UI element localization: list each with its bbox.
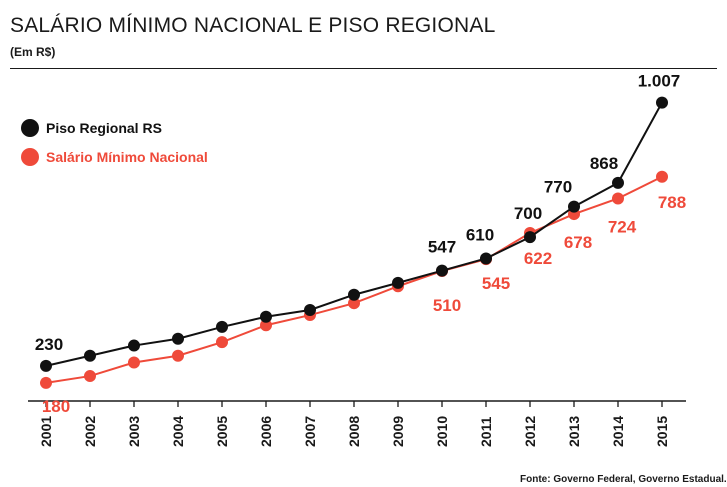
x-tick-label-2005: 2005 <box>214 416 230 447</box>
piso-label-2014: 868 <box>590 154 618 173</box>
salario-label-2010: 510 <box>433 296 461 315</box>
salario-point-2005 <box>216 336 228 349</box>
salario-point-2001 <box>40 376 52 389</box>
piso-label-2012: 700 <box>514 204 542 223</box>
piso-point-2012 <box>524 231 536 244</box>
salario-point-2003 <box>128 356 140 369</box>
x-tick-label-2013: 2013 <box>566 416 582 447</box>
salario-point-2015 <box>656 170 668 183</box>
salario-label-2013: 678 <box>564 233 592 252</box>
piso-point-2001 <box>40 359 52 372</box>
x-tick-label-2012: 2012 <box>522 416 538 447</box>
piso-point-2009 <box>392 276 404 289</box>
x-tick-label-2011: 2011 <box>478 416 494 447</box>
legend-label-piso-regional: Piso Regional RS <box>46 120 162 136</box>
piso-label-2015: 1.007 <box>638 72 681 91</box>
salario-label-2015: 788 <box>658 193 686 212</box>
salario-point-2002 <box>84 370 96 383</box>
piso-point-2008 <box>348 288 360 301</box>
piso-label-2013: 770 <box>544 178 572 197</box>
salario-label-2012: 622 <box>524 249 552 268</box>
x-tick-label-2001: 2001 <box>38 416 54 447</box>
x-tick-label-2004: 2004 <box>170 416 186 447</box>
x-tick-label-2014: 2014 <box>610 416 626 447</box>
salario-label-2001: 180 <box>42 397 70 416</box>
x-tick-label-2002: 2002 <box>82 416 98 447</box>
piso-label-2011: 610 <box>466 225 494 244</box>
piso-label-2001: 230 <box>35 335 63 354</box>
legend-label-salario-minimo: Salário Mínimo Nacional <box>46 149 208 165</box>
piso-point-2015 <box>656 96 668 109</box>
piso-point-2007 <box>304 303 316 316</box>
x-tick-label-2015: 2015 <box>654 416 670 447</box>
salario-point-2004 <box>172 349 184 362</box>
piso-point-2011 <box>480 252 492 265</box>
source-note: Fonte: Governo Federal, Governo Estadual… <box>520 474 727 485</box>
piso-point-2006 <box>260 310 272 323</box>
title-divider <box>10 68 717 69</box>
legend-marker-salario-minimo <box>21 148 39 166</box>
piso-point-2004 <box>172 332 184 345</box>
legend-marker-piso-regional <box>21 119 39 137</box>
chart-title: SALÁRIO MÍNIMO NACIONAL E PISO REGIONAL <box>10 14 496 37</box>
piso-point-2010 <box>436 264 448 277</box>
x-tick-label-2003: 2003 <box>126 416 142 447</box>
x-tick-label-2010: 2010 <box>434 416 450 447</box>
x-tick-label-2006: 2006 <box>258 416 274 447</box>
salario-point-2008 <box>348 297 360 310</box>
piso-point-2005 <box>216 320 228 333</box>
salario-point-2014 <box>612 192 624 205</box>
salario-label-2011: 545 <box>482 274 510 293</box>
x-tick-label-2007: 2007 <box>302 416 318 447</box>
piso-point-2013 <box>568 200 580 213</box>
x-tick-label-2009: 2009 <box>390 416 406 447</box>
x-tick-label-2008: 2008 <box>346 416 362 447</box>
chart-subtitle: (Em R$) <box>10 45 56 59</box>
piso-point-2014 <box>612 176 624 189</box>
piso-point-2003 <box>128 339 140 352</box>
salario-point-2006 <box>260 319 272 332</box>
piso-point-2002 <box>84 349 96 362</box>
salario-label-2014: 724 <box>608 217 637 236</box>
piso-label-2010: 547 <box>428 238 456 257</box>
